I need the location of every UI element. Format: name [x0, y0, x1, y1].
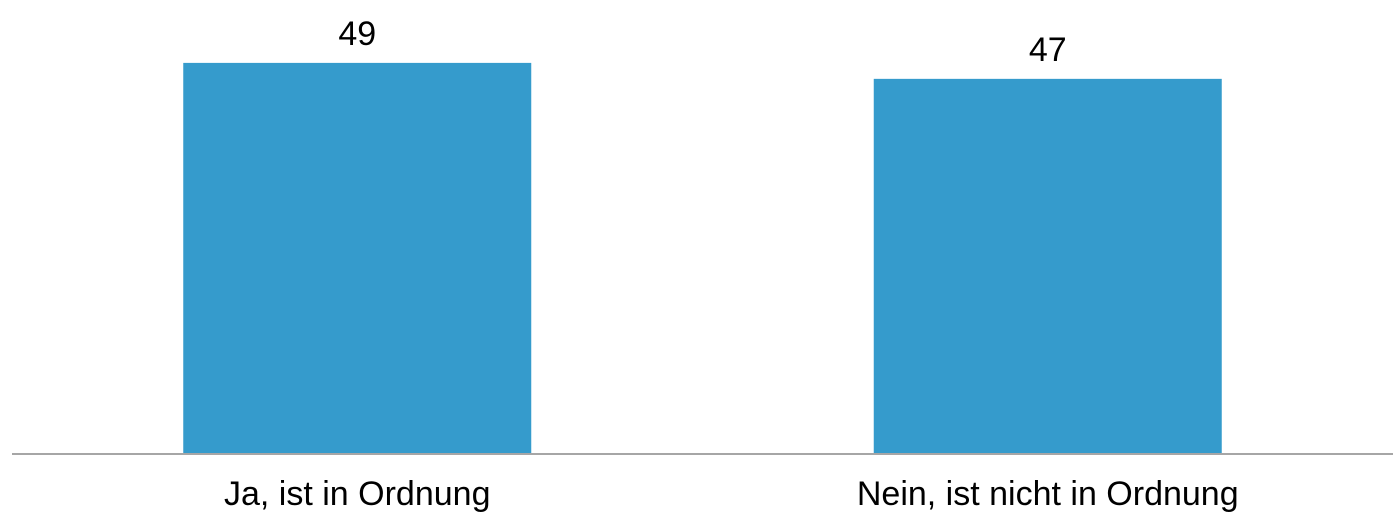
data-label-1: 47: [1029, 31, 1067, 69]
category-label-1: Nein, ist nicht in Ordnung: [857, 475, 1239, 513]
bar-0: [183, 62, 532, 455]
bars-layer: [183, 62, 1222, 455]
bar-1: [873, 78, 1222, 454]
category-label-0: Ja, ist in Ordnung: [224, 475, 490, 513]
data-label-0: 49: [338, 15, 376, 53]
labels-layer: 49 Ja, ist in Ordnung 47 Nein, ist nicht in…: [224, 15, 1239, 513]
